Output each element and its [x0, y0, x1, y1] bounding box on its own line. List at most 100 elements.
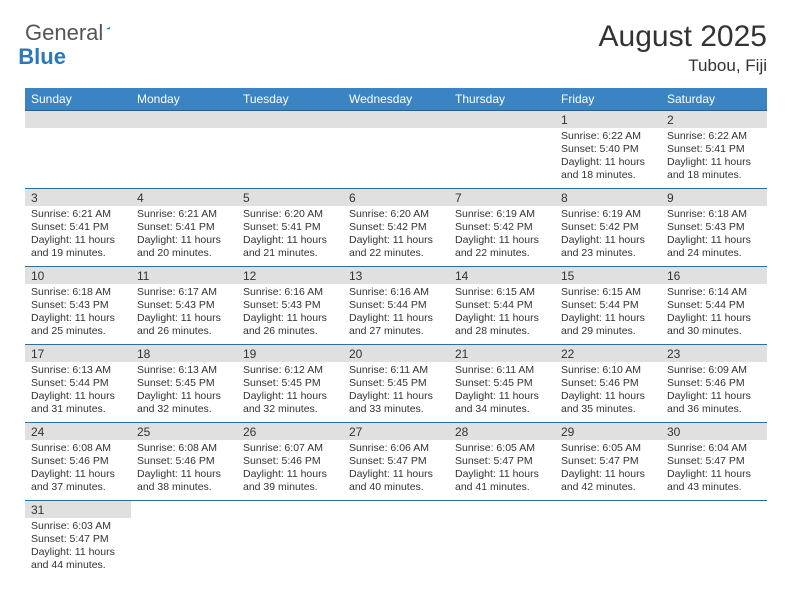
sunrise-text: Sunrise: 6:20 AM [349, 208, 443, 221]
calendar-cell [449, 111, 555, 189]
day-number: 3 [25, 189, 131, 206]
daylight1-text: Daylight: 11 hours [561, 312, 655, 325]
calendar-cell: 23Sunrise: 6:09 AMSunset: 5:46 PMDayligh… [661, 345, 767, 423]
calendar-cell: 19Sunrise: 6:12 AMSunset: 5:45 PMDayligh… [237, 345, 343, 423]
daylight2-text: and 28 minutes. [455, 325, 549, 338]
day-number: 14 [449, 267, 555, 284]
sunrise-text: Sunrise: 6:22 AM [667, 130, 761, 143]
month-title: August 2025 [599, 20, 767, 54]
daylight1-text: Daylight: 11 hours [137, 468, 231, 481]
logo-triangle-icon [106, 21, 110, 35]
logo-blue-wrap: General Blue [28, 44, 66, 70]
day-details: Sunrise: 6:10 AMSunset: 5:46 PMDaylight:… [555, 362, 661, 421]
sunset-text: Sunset: 5:45 PM [137, 377, 231, 390]
daylight1-text: Daylight: 11 hours [31, 390, 125, 403]
calendar-cell: 30Sunrise: 6:04 AMSunset: 5:47 PMDayligh… [661, 423, 767, 501]
calendar-cell: 10Sunrise: 6:18 AMSunset: 5:43 PMDayligh… [25, 267, 131, 345]
sunrise-text: Sunrise: 6:15 AM [455, 286, 549, 299]
day-number: 26 [237, 423, 343, 440]
day-number: 4 [131, 189, 237, 206]
daylight1-text: Daylight: 11 hours [455, 468, 549, 481]
sunset-text: Sunset: 5:43 PM [31, 299, 125, 312]
day-number: 8 [555, 189, 661, 206]
sunset-text: Sunset: 5:42 PM [349, 221, 443, 234]
daylight2-text: and 36 minutes. [667, 403, 761, 416]
page-header: General August 2025 Tubou, Fiji [25, 20, 767, 76]
sunset-text: Sunset: 5:46 PM [667, 377, 761, 390]
calendar-cell: 4Sunrise: 6:21 AMSunset: 5:41 PMDaylight… [131, 189, 237, 267]
calendar-cell [131, 501, 237, 579]
daylight1-text: Daylight: 11 hours [31, 468, 125, 481]
sunset-text: Sunset: 5:41 PM [667, 143, 761, 156]
day-number: 24 [25, 423, 131, 440]
calendar-cell: 29Sunrise: 6:05 AMSunset: 5:47 PMDayligh… [555, 423, 661, 501]
calendar-cell [237, 111, 343, 189]
sunrise-text: Sunrise: 6:20 AM [243, 208, 337, 221]
sunrise-text: Sunrise: 6:13 AM [137, 364, 231, 377]
daylight2-text: and 23 minutes. [561, 247, 655, 260]
sunset-text: Sunset: 5:46 PM [561, 377, 655, 390]
sunrise-text: Sunrise: 6:15 AM [561, 286, 655, 299]
sunrise-text: Sunrise: 6:17 AM [137, 286, 231, 299]
weekday-header: Sunday [25, 88, 131, 111]
calendar-cell: 12Sunrise: 6:16 AMSunset: 5:43 PMDayligh… [237, 267, 343, 345]
calendar-cell: 31Sunrise: 6:03 AMSunset: 5:47 PMDayligh… [25, 501, 131, 579]
day-details: Sunrise: 6:05 AMSunset: 5:47 PMDaylight:… [449, 440, 555, 499]
day-number: 13 [343, 267, 449, 284]
day-details: Sunrise: 6:07 AMSunset: 5:46 PMDaylight:… [237, 440, 343, 499]
calendar-row: 31Sunrise: 6:03 AMSunset: 5:47 PMDayligh… [25, 501, 767, 579]
weekday-header-row: Sunday Monday Tuesday Wednesday Thursday… [25, 88, 767, 111]
sunrise-text: Sunrise: 6:08 AM [137, 442, 231, 455]
day-details: Sunrise: 6:13 AMSunset: 5:44 PMDaylight:… [25, 362, 131, 421]
day-details: Sunrise: 6:13 AMSunset: 5:45 PMDaylight:… [131, 362, 237, 421]
day-details: Sunrise: 6:15 AMSunset: 5:44 PMDaylight:… [449, 284, 555, 343]
daylight1-text: Daylight: 11 hours [561, 468, 655, 481]
sunset-text: Sunset: 5:46 PM [243, 455, 337, 468]
daylight1-text: Daylight: 11 hours [561, 390, 655, 403]
logo: General [25, 20, 128, 46]
daylight1-text: Daylight: 11 hours [667, 234, 761, 247]
calendar-cell: 28Sunrise: 6:05 AMSunset: 5:47 PMDayligh… [449, 423, 555, 501]
day-details: Sunrise: 6:04 AMSunset: 5:47 PMDaylight:… [661, 440, 767, 499]
sunset-text: Sunset: 5:42 PM [455, 221, 549, 234]
daylight2-text: and 25 minutes. [31, 325, 125, 338]
calendar-row: 24Sunrise: 6:08 AMSunset: 5:46 PMDayligh… [25, 423, 767, 501]
sunrise-text: Sunrise: 6:07 AM [243, 442, 337, 455]
day-details: Sunrise: 6:18 AMSunset: 5:43 PMDaylight:… [661, 206, 767, 265]
day-details: Sunrise: 6:06 AMSunset: 5:47 PMDaylight:… [343, 440, 449, 499]
daylight1-text: Daylight: 11 hours [455, 234, 549, 247]
daylight1-text: Daylight: 11 hours [667, 312, 761, 325]
calendar-cell [343, 111, 449, 189]
title-block: August 2025 Tubou, Fiji [599, 20, 767, 76]
daylight1-text: Daylight: 11 hours [243, 468, 337, 481]
calendar-cell: 18Sunrise: 6:13 AMSunset: 5:45 PMDayligh… [131, 345, 237, 423]
daylight1-text: Daylight: 11 hours [137, 390, 231, 403]
calendar-cell: 1Sunrise: 6:22 AMSunset: 5:40 PMDaylight… [555, 111, 661, 189]
calendar-cell [131, 111, 237, 189]
daylight2-text: and 41 minutes. [455, 481, 549, 494]
day-number: 21 [449, 345, 555, 362]
day-details: Sunrise: 6:08 AMSunset: 5:46 PMDaylight:… [25, 440, 131, 499]
day-details: Sunrise: 6:21 AMSunset: 5:41 PMDaylight:… [25, 206, 131, 265]
day-number: 15 [555, 267, 661, 284]
daylight2-text: and 24 minutes. [667, 247, 761, 260]
daylight1-text: Daylight: 11 hours [243, 234, 337, 247]
sunrise-text: Sunrise: 6:04 AM [667, 442, 761, 455]
day-number: 17 [25, 345, 131, 362]
calendar-cell: 24Sunrise: 6:08 AMSunset: 5:46 PMDayligh… [25, 423, 131, 501]
sunrise-text: Sunrise: 6:11 AM [455, 364, 549, 377]
day-details: Sunrise: 6:14 AMSunset: 5:44 PMDaylight:… [661, 284, 767, 343]
sunset-text: Sunset: 5:41 PM [31, 221, 125, 234]
daylight2-text: and 26 minutes. [243, 325, 337, 338]
sunrise-text: Sunrise: 6:18 AM [31, 286, 125, 299]
sunset-text: Sunset: 5:46 PM [31, 455, 125, 468]
calendar-cell [343, 501, 449, 579]
daylight1-text: Daylight: 11 hours [667, 468, 761, 481]
daylight1-text: Daylight: 11 hours [349, 468, 443, 481]
day-details: Sunrise: 6:22 AMSunset: 5:41 PMDaylight:… [661, 128, 767, 187]
sunrise-text: Sunrise: 6:03 AM [31, 520, 125, 533]
sunset-text: Sunset: 5:41 PM [137, 221, 231, 234]
sunrise-text: Sunrise: 6:10 AM [561, 364, 655, 377]
daylight2-text: and 43 minutes. [667, 481, 761, 494]
day-details: Sunrise: 6:16 AMSunset: 5:43 PMDaylight:… [237, 284, 343, 343]
